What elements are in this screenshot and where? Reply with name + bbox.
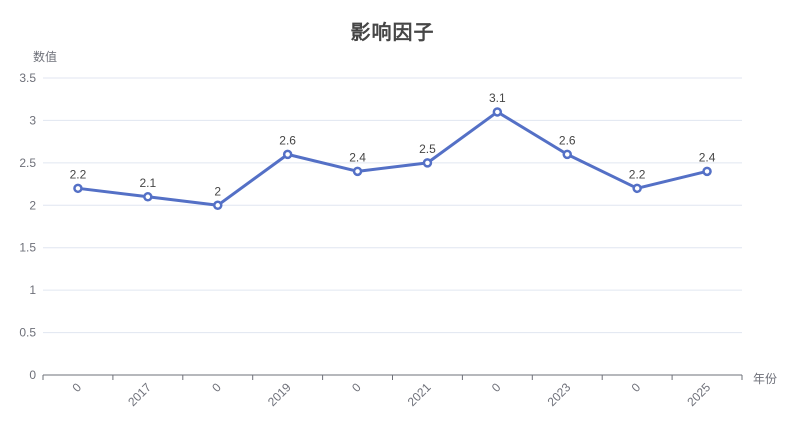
y-tick-label: 2 bbox=[29, 198, 36, 212]
x-tick-label: 2021 bbox=[405, 380, 434, 409]
x-tick-label: 0 bbox=[349, 380, 364, 395]
y-tick-label: 0.5 bbox=[19, 326, 36, 340]
data-point-label: 2.4 bbox=[699, 150, 716, 164]
data-point[interactable] bbox=[73, 183, 83, 194]
data-point-label: 2.6 bbox=[559, 133, 576, 147]
data-point-label: 2.6 bbox=[279, 133, 296, 147]
data-series-line bbox=[76, 110, 709, 207]
x-tick-label: 2025 bbox=[684, 380, 713, 409]
x-tick-label: 0 bbox=[629, 380, 644, 395]
gridlines bbox=[43, 77, 742, 334]
x-tick-label: 2019 bbox=[265, 380, 294, 409]
x-tick-label: 2017 bbox=[125, 380, 154, 409]
data-point-label: 2 bbox=[214, 184, 221, 198]
y-axis-name: 数值 bbox=[33, 50, 58, 64]
data-point[interactable] bbox=[632, 183, 642, 194]
y-tick-label: 3 bbox=[29, 113, 36, 127]
y-tick-label: 1 bbox=[29, 283, 36, 297]
x-axis-labels: 0 2017 0 2019 0 2021 0 2023 0 2025 bbox=[69, 380, 713, 409]
y-axis-labels: 0 0.5 1 1.5 2 2.5 3 3.5 bbox=[19, 71, 36, 382]
x-axis-name: 年份 bbox=[753, 372, 778, 386]
data-point[interactable] bbox=[282, 149, 293, 160]
x-tick-label: 0 bbox=[69, 380, 84, 395]
data-point[interactable] bbox=[422, 158, 433, 168]
data-point-label: 2.2 bbox=[629, 167, 646, 181]
chart-title: 影响因子 bbox=[350, 22, 435, 44]
data-point[interactable] bbox=[702, 166, 712, 177]
y-tick-label: 0 bbox=[29, 368, 36, 382]
data-point[interactable] bbox=[213, 200, 223, 211]
data-point-label: 2.1 bbox=[140, 176, 157, 190]
y-tick-label: 1.5 bbox=[19, 241, 36, 255]
x-tick-label: 2023 bbox=[545, 380, 574, 409]
data-point-label: 2.5 bbox=[419, 142, 436, 156]
x-tick-label: 0 bbox=[489, 380, 504, 395]
data-point[interactable] bbox=[562, 149, 572, 160]
series-line bbox=[76, 110, 709, 207]
data-point[interactable] bbox=[143, 192, 153, 202]
data-point-label: 3.1 bbox=[489, 91, 506, 105]
data-point[interactable] bbox=[492, 107, 503, 117]
data-point-labels: 2.2 2.1 2 2.6 2.4 2.5 3.1 2.6 2.2 2.4 bbox=[70, 91, 716, 198]
data-point-label: 2.2 bbox=[70, 167, 87, 181]
x-axis bbox=[42, 374, 743, 380]
data-point-label: 2.4 bbox=[349, 150, 366, 164]
y-tick-label: 2.5 bbox=[19, 156, 36, 170]
data-point[interactable] bbox=[352, 166, 363, 177]
x-tick-label: 0 bbox=[209, 380, 224, 395]
y-tick-label: 3.5 bbox=[19, 71, 36, 85]
data-points[interactable] bbox=[73, 107, 712, 211]
